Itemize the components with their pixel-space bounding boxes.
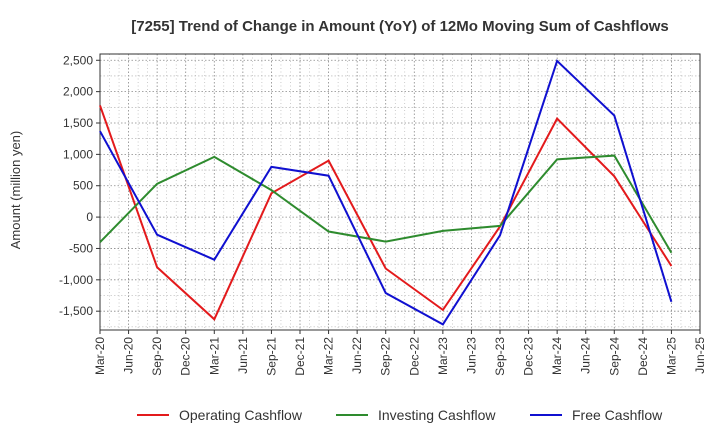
x-tick-label: Mar-20 [93,337,107,375]
x-tick-label: Jun-22 [350,337,364,374]
x-tick-label: Jun-20 [122,337,136,374]
y-tick-label: 2,500 [63,53,93,67]
legend: Operating Cashflow Investing Cashflow Free… [137,407,663,423]
x-tick-label: Sep-23 [493,337,507,376]
y-tick-label: -500 [69,241,93,255]
y-axis-label: Amount (million yen) [8,131,23,250]
plot-frame [99,53,701,331]
x-tick-label: Jun-21 [236,337,250,374]
x-tick-label: Dec-20 [179,337,193,376]
x-tick-label: Jun-24 [579,337,593,374]
legend-label: Investing Cashflow [378,407,496,423]
x-tick-label: Sep-24 [607,337,621,376]
x-tick-label: Jun-25 [693,337,707,374]
x-tick-label: Sep-22 [379,337,393,376]
chart-title: [7255] Trend of Change in Amount (YoY) o… [131,18,669,35]
x-axis-ticks: Mar-20 Jun-20 Sep-20 Dec-20 Mar-21 Jun-21 Sep-… [93,330,707,376]
x-tick-label: Mar-24 [550,337,564,375]
x-tick-label: Dec-23 [522,337,536,376]
x-tick-label: Dec-22 [407,337,421,376]
x-tick-label: Sep-20 [150,337,164,376]
y-tick-label: 2,000 [63,85,93,99]
x-tick-label: Mar-21 [207,337,221,375]
x-tick-label: Dec-21 [293,337,307,376]
series-line-free-cashflow [99,59,673,326]
series-lines [99,59,673,326]
legend-label: Operating Cashflow [179,407,303,423]
x-tick-label: Sep-21 [264,337,278,376]
series-line-investing-cashflow [99,154,673,254]
y-tick-label: -1,000 [59,273,93,287]
series-line-operating-cashflow [99,105,673,321]
legend-label: Free Cashflow [572,407,663,423]
y-tick-label: 0 [86,210,93,224]
x-tick-label: Jun-23 [464,337,478,374]
y-axis-ticks: -1,500 -1,000 -500 0 500 1,000 1,500 2,000 2,500 [59,53,100,318]
grid [99,54,701,330]
x-tick-label: Mar-25 [664,337,678,375]
y-tick-label: 1,000 [63,147,93,161]
x-tick-label: Mar-22 [322,337,336,375]
x-tick-label: Dec-24 [636,337,650,376]
x-tick-label: Mar-23 [436,337,450,375]
y-tick-label: -1,500 [59,304,93,318]
y-tick-label: 500 [73,179,93,193]
y-tick-label: 1,500 [63,116,93,130]
